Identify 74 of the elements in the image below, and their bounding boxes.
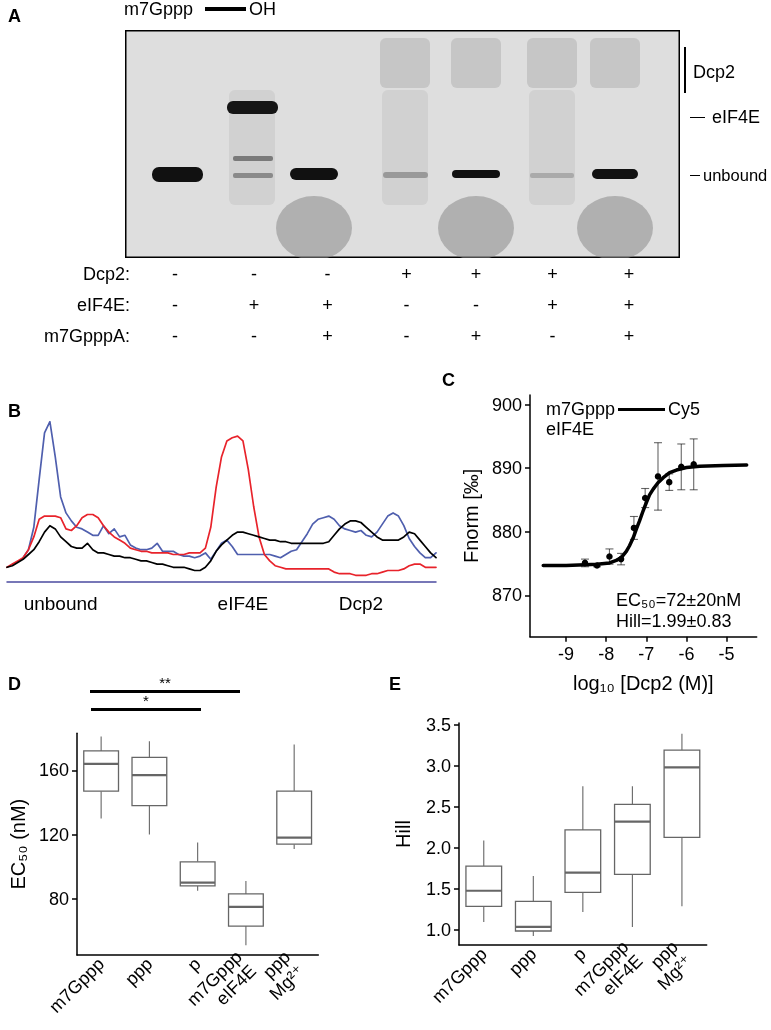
text: + — [547, 264, 558, 284]
category-label: m7GpppA: — [43, 326, 130, 346]
text: - — [172, 264, 178, 284]
annotation: eIF4E — [546, 419, 595, 439]
x-tick-label: -9 — [558, 643, 575, 664]
point — [606, 553, 613, 560]
x-tick-label: -7 — [638, 643, 655, 664]
text: + — [623, 326, 635, 346]
y-tick-label: 160 — [38, 760, 69, 781]
y-tick-label: 3.5 — [425, 714, 451, 735]
text: + — [623, 264, 635, 284]
point — [654, 473, 662, 480]
y-tick-label: 2.0 — [425, 837, 451, 858]
text: - — [324, 264, 331, 284]
text: + — [322, 326, 333, 346]
x-tick-label: ppp — [121, 953, 157, 990]
text: - — [549, 326, 556, 346]
y-tick-label: 1.0 — [425, 920, 451, 941]
x-tick-label: Dcp2 — [338, 593, 384, 615]
text: - — [172, 326, 178, 346]
text: + — [322, 295, 333, 315]
text: - — [473, 295, 479, 315]
x-tick-label: -5 — [718, 643, 735, 664]
text: ** — [159, 674, 171, 691]
y-tick-label: 2.5 — [425, 796, 451, 817]
point — [641, 494, 649, 502]
category-label: Dcp2: — [82, 264, 130, 284]
y-axis-title: EC₅₀ (nM) — [7, 798, 29, 890]
text: - — [403, 295, 410, 315]
text: m7Gppp — [124, 0, 194, 19]
text: + — [547, 295, 558, 315]
annotation: m7Gppp — [546, 399, 616, 419]
text: + — [248, 295, 260, 315]
y-tick-label: 120 — [38, 824, 69, 845]
text: - — [251, 326, 257, 346]
chart-title: E — [389, 674, 402, 694]
y-tick-label: 870 — [491, 585, 522, 606]
chart-title: D — [8, 674, 21, 694]
text: - — [172, 295, 178, 315]
x-tick-label: -6 — [678, 643, 695, 664]
text: A — [8, 6, 21, 26]
chart-title: C — [442, 370, 455, 390]
y-tick-label: 880 — [491, 521, 522, 542]
annotation: EC₅₀=72±20nM — [616, 590, 742, 610]
y-tick-label: 80 — [48, 888, 69, 909]
x-tick-label: ppp — [505, 943, 541, 980]
chart-title: B — [8, 401, 21, 421]
text: - — [251, 264, 257, 284]
y-tick-label: 1.5 — [425, 879, 451, 900]
text: eIF4E — [712, 107, 761, 127]
text: + — [470, 326, 482, 346]
text: + — [623, 295, 635, 315]
point — [665, 478, 673, 486]
annotation: Cy5 — [668, 399, 701, 419]
y-axis-title: Fnorm [‰] — [460, 468, 483, 564]
text: unbound — [703, 166, 768, 184]
y-tick-label: 3.0 — [425, 755, 451, 776]
x-tick-label: -8 — [598, 643, 615, 664]
x-tick-label: unbound — [23, 593, 98, 615]
category-label: eIF4E: — [76, 295, 130, 315]
text: - — [403, 326, 410, 346]
text: + — [401, 264, 412, 284]
text: * — [143, 692, 149, 709]
text: + — [470, 264, 482, 284]
annotation: Hill=1.99±0.83 — [616, 611, 732, 631]
x-tick-label: eIF4E — [217, 593, 269, 615]
y-tick-label: 890 — [491, 458, 522, 479]
text: OH — [249, 0, 276, 19]
x-axis-title: log₁₀ [Dcp2 (M)] — [573, 671, 714, 694]
y-axis-title: Hill — [392, 820, 414, 848]
text: Dcp2 — [693, 62, 736, 82]
line-series — [541, 463, 749, 568]
point — [678, 463, 685, 471]
y-tick-label: 900 — [491, 394, 522, 415]
